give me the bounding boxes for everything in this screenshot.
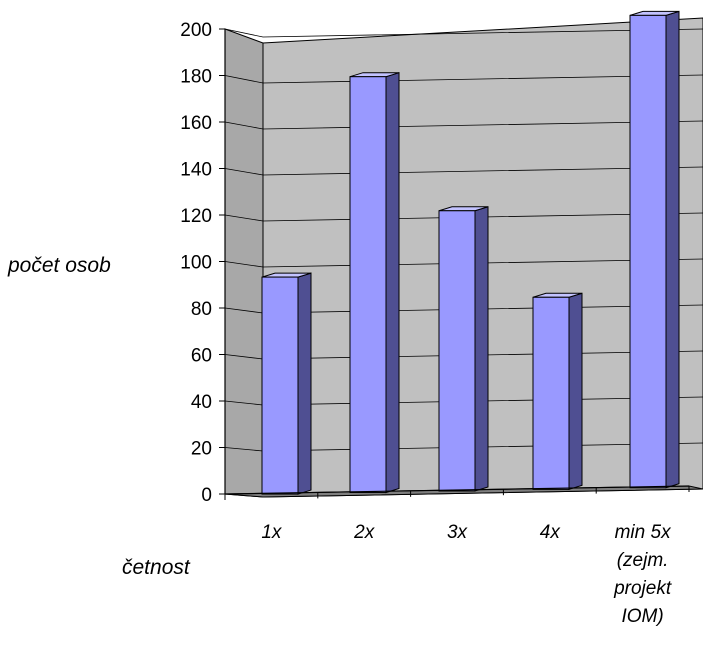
bar-front: [532, 296, 570, 490]
y-tick-label: 80: [191, 299, 212, 320]
y-tick-label: 0: [201, 485, 212, 506]
x-axis-line: [224, 485, 690, 495]
y-tick-label: 40: [191, 392, 212, 413]
y-tick-label: 200: [180, 20, 212, 41]
bar-front: [629, 14, 667, 489]
bar: [261, 272, 312, 495]
gridline: [224, 28, 703, 38]
x-axis-label: četnost: [122, 556, 191, 579]
bar: [349, 72, 400, 494]
bar: [532, 292, 583, 491]
y-tick-label: 140: [180, 160, 212, 181]
x-tick-label: 2x: [353, 522, 376, 543]
y-axis-label: počet osob: [7, 254, 111, 277]
x-axis: 1x 2x 3x 4x min 5x (zejm. projekt IOM): [224, 485, 690, 627]
bar-front: [261, 276, 299, 495]
bar-side: [665, 10, 680, 489]
gridline: [224, 212, 703, 222]
bar: [438, 206, 489, 492]
y-tick-label: 120: [180, 206, 212, 227]
gridline: [224, 166, 703, 176]
bar-side: [568, 292, 583, 491]
bar-side: [297, 272, 312, 495]
bar-side: [474, 206, 489, 492]
y-tick-label: 180: [180, 67, 212, 88]
y-tick-label: 100: [180, 253, 212, 274]
x-tick-label: 3x: [447, 522, 469, 543]
gridline: [224, 74, 703, 84]
gridline: [224, 120, 703, 130]
bars: [261, 10, 680, 495]
gridline: [224, 258, 703, 268]
y-tick-label: 60: [191, 346, 212, 367]
x-tick-label: min 5x (zejm. projekt IOM): [613, 522, 672, 627]
y-tick-label: 160: [180, 113, 212, 134]
bar: [629, 10, 680, 489]
x-tick-label: 4x: [540, 522, 562, 543]
side-wall: [224, 28, 264, 498]
bar-front: [438, 210, 476, 492]
x-tick-label: 1x: [261, 522, 283, 543]
y-tick-label: 20: [191, 439, 212, 460]
bar-front: [349, 76, 387, 494]
y-axis: 0 20 40 60 80 100 120 140 160 180 200: [180, 20, 226, 506]
bar-side: [385, 72, 400, 494]
